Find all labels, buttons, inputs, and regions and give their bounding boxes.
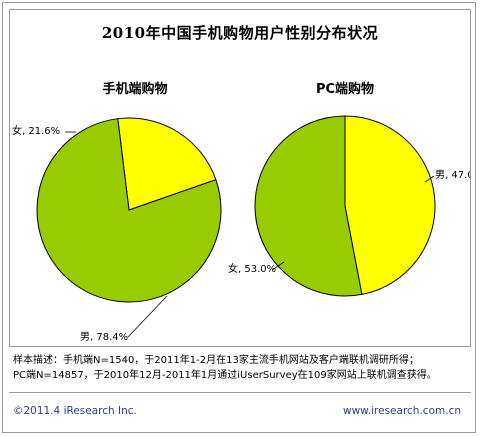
pie-0-leader-1 xyxy=(127,295,168,338)
sample-note: 样本描述：手机端N=1540，于2011年1-2月在13家主流手机网站及客户端联… xyxy=(13,353,473,383)
sample-note-line-1: 样本描述：手机端N=1540，于2011年1-2月在13家主流手机网站及客户端联… xyxy=(13,355,419,366)
figure-frame: 2010年中国手机购物用户性别分布状况 手机端购物 PC端购物 女, 21.6%… xyxy=(2,2,476,433)
sample-note-line-2: PC端N=14857，于2010年12月-2011年1月通过iUserSurve… xyxy=(13,370,437,381)
website-text: www.iresearch.com.cn xyxy=(342,405,461,417)
pie-1-slice-1 xyxy=(254,115,363,297)
pie-title-pc: PC端购物 xyxy=(315,82,375,97)
pie-0: 女, 21.6% 男, 78.4% xyxy=(12,117,222,343)
pie-0-slice-0 xyxy=(117,117,217,211)
footer-divider xyxy=(9,392,471,393)
pie-0-label-1: 男, 78.4% xyxy=(80,331,128,343)
pie-1-label-1: 女, 53.0% xyxy=(228,262,276,275)
chart-title: 2010年中国手机购物用户性别分布状况 xyxy=(101,24,379,42)
copyright-text: ©2011.4 iResearch Inc. xyxy=(13,405,137,417)
pie-charts: 女, 21.6% 男, 78.4% 男, 47.0% 女, 53.0% xyxy=(12,115,470,343)
chart-area: 2010年中国手机购物用户性别分布状况 手机端购物 PC端购物 女, 21.6%… xyxy=(9,9,471,347)
pie-0-label-0: 女, 21.6% xyxy=(12,124,60,137)
pie-0-slice-1 xyxy=(36,118,222,303)
pie-1-leader-0 xyxy=(424,175,435,183)
pie-1-slice-0 xyxy=(344,115,436,295)
pie-1-label-0: 男, 47.0% xyxy=(435,169,470,181)
pie-1-leader-1 xyxy=(271,261,285,271)
pie-title-mobile: 手机端购物 xyxy=(102,82,168,97)
pie-1: 男, 47.0% 女, 53.0% xyxy=(228,115,470,297)
